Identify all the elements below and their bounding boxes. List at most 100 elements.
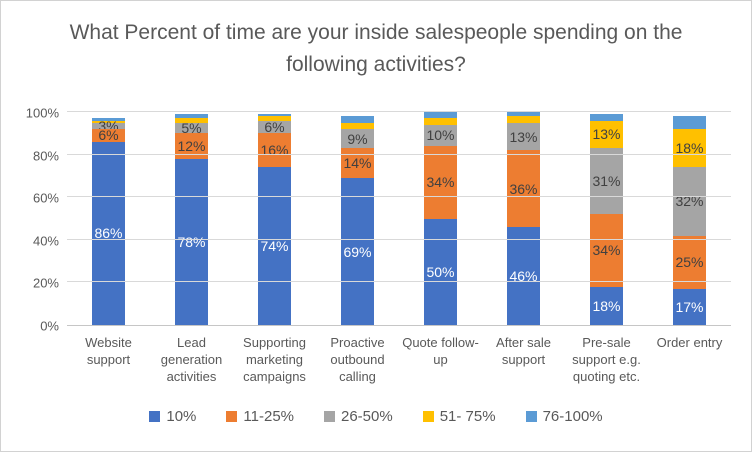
bar-segment: 18% [590, 286, 623, 325]
x-axis-label: Supporting marketing campaigns [243, 335, 306, 384]
segment-label: 5% [181, 120, 202, 137]
gridline [67, 196, 731, 198]
legend-item: 11-25% [226, 408, 294, 425]
bar-segment: 16% [258, 133, 291, 168]
segment-label: 25% [675, 254, 704, 271]
bar-slot: 46% 36% 13% [482, 112, 565, 325]
segment-label: 74% [260, 238, 289, 255]
plot-area: 86% 6% 3% 78% 12% 5% 74% 16% 6% 69% 14% 9% 50% 34% 10%… [67, 111, 731, 326]
gridline [67, 281, 731, 283]
bar-segment: 34% [424, 146, 457, 219]
segment-label: 50% [426, 263, 455, 280]
legend-label: 10% [166, 408, 197, 425]
stacked-bar: 46% 36% 13% [507, 112, 540, 325]
legend-label: 26-50% [341, 408, 393, 425]
bar-segment: 14% [341, 148, 374, 179]
bar-segment [92, 118, 125, 121]
y-axis-label: 60% [32, 190, 59, 206]
y-axis-label: 40% [32, 233, 59, 249]
bar-segment: 78% [175, 158, 208, 325]
y-axis-label: 0% [40, 318, 59, 334]
segment-label: 34% [592, 242, 621, 259]
y-axis-label: 100% [25, 105, 59, 121]
segment-label: 86% [94, 225, 123, 242]
bar-segment [590, 114, 623, 121]
bar-segment: 6% [92, 127, 125, 144]
x-axis-label: Order entry [656, 335, 723, 350]
legend-swatch [324, 411, 335, 422]
bar-slot: 86% 6% 3% [67, 113, 150, 325]
gridline [67, 111, 731, 112]
segment-label: 18% [592, 297, 621, 314]
bar-segment [507, 116, 540, 123]
bar-segment: 69% [341, 178, 374, 325]
segment-label: 9% [347, 130, 368, 147]
segment-label: 6% [98, 127, 119, 144]
stacked-bar: 86% 6% 3% [92, 118, 125, 325]
bar-segment: 50% [424, 218, 457, 325]
legend-swatch [525, 411, 537, 422]
legend-label: 11-25% [243, 408, 294, 425]
y-axis-label: 80% [32, 148, 59, 164]
x-axis-label: Quote follow-up [402, 335, 479, 367]
segment-label: 10% [426, 127, 455, 144]
bar-segment: 31% [590, 148, 623, 215]
bar-segment [507, 112, 540, 117]
segment-label: 16% [260, 142, 289, 159]
legend-swatch [149, 411, 161, 422]
bar-segment [424, 118, 457, 125]
x-axis-label: Pre-sale support e.g. quoting etc. [572, 335, 641, 384]
bar-segment: 17% [673, 288, 706, 325]
stacked-bar: 69% 14% 9% [341, 116, 374, 325]
segment-label: 31% [592, 173, 621, 190]
bar-segment: 18% [673, 129, 706, 168]
segment-label: 12% [177, 138, 206, 155]
x-axis-label: Proactive outbound calling [330, 335, 385, 384]
segment-label: 36% [509, 180, 538, 197]
segment-label: 32% [675, 193, 704, 210]
stacked-bar: 17% 25% 32% 18% [673, 116, 706, 325]
legend-label: 76-100% [542, 408, 603, 425]
bar-segment [258, 114, 291, 117]
stacked-bar: 50% 34% 10% [424, 112, 457, 325]
legend-item: 76-100% [525, 408, 603, 425]
bar-segment: 34% [590, 214, 623, 287]
bar-slot: 69% 14% 9% [316, 113, 399, 325]
bar-segment [424, 112, 457, 119]
segment-label: 18% [675, 140, 704, 157]
stacked-bar: 78% 12% 5% [175, 114, 208, 325]
segment-label: 69% [343, 243, 372, 260]
legend-item: 51- 75% [422, 408, 496, 425]
bar-slot: 78% 12% 5% [150, 113, 233, 325]
bar-segment [673, 116, 706, 130]
bar-segment: 74% [258, 167, 291, 325]
legend-item: 26-50% [324, 408, 393, 425]
stacked-bar: 18% 34% 31% 13% [590, 114, 623, 325]
bar-segment: 9% [341, 129, 374, 149]
chart-title: What Percent of time are your inside sal… [69, 21, 683, 76]
stacked-bar: 74% 16% 6% [258, 114, 291, 325]
segment-label: 6% [264, 118, 285, 135]
x-axis-label: Website support [85, 335, 132, 367]
segment-label: 78% [177, 233, 206, 250]
bar-segment: 36% [507, 150, 540, 228]
bar-segment [92, 120, 125, 123]
bar-segment [175, 114, 208, 119]
segment-label: 34% [426, 174, 455, 191]
bar-slot: 50% 34% 10% [399, 112, 482, 325]
legend-item: 10% [149, 408, 196, 425]
bar-segment [341, 122, 374, 130]
bar-segment [341, 116, 374, 123]
segment-label: 13% [509, 128, 538, 145]
bar-segment: 13% [590, 120, 623, 149]
legend-swatch [226, 411, 238, 422]
bar-slot: 17% 25% 32% 18% [648, 113, 731, 325]
y-axis: 0% 20% 40% 60% 80% 100% [1, 106, 59, 334]
segment-label: 13% [592, 126, 621, 143]
legend-label: 51- 75% [439, 408, 496, 425]
bar-segment: 6% [258, 118, 291, 135]
x-axis-label: Lead generation activities [160, 335, 223, 384]
gridline [67, 153, 731, 155]
bar-segment [175, 118, 208, 123]
gridline [67, 238, 731, 240]
